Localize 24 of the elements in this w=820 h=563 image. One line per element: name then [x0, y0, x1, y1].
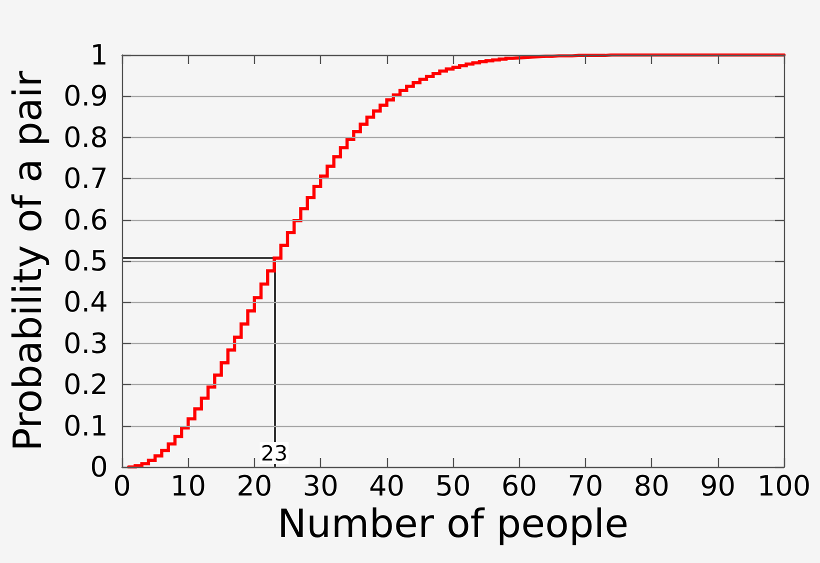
- x-tick-label: 20: [236, 470, 272, 502]
- y-tick-label: 0.1: [63, 409, 108, 442]
- x-axis-title: Number of people: [277, 502, 629, 547]
- x-tick-label: 90: [700, 470, 736, 502]
- x-tick-label: 40: [368, 470, 405, 502]
- x-tick-label: 10: [170, 470, 206, 502]
- y-tick-label: 0.7: [63, 162, 108, 196]
- x-tick-label: 30: [302, 470, 338, 502]
- y-tick-label: 1: [90, 38, 108, 72]
- x-tick-label: 50: [435, 470, 471, 502]
- y-tick-label: 0.3: [63, 326, 108, 360]
- x-tick-label: 0: [113, 470, 131, 502]
- ref-line-label: 23: [260, 442, 288, 466]
- y-tick-label: 0.6: [63, 203, 108, 236]
- x-tick-label: 60: [501, 470, 538, 502]
- y-tick-label: 0.5: [63, 244, 108, 278]
- y-tick-label: 0.8: [63, 120, 108, 154]
- x-tick-label: 80: [634, 470, 670, 502]
- x-tick-label: 70: [568, 470, 604, 502]
- y-tick-label: 0.2: [63, 368, 108, 402]
- x-tick-label: 100: [757, 470, 811, 502]
- y-axis-title: Probability of a pair: [6, 70, 51, 452]
- y-tick-label: 0.4: [63, 286, 108, 319]
- y-tick-label: 0.9: [63, 80, 108, 113]
